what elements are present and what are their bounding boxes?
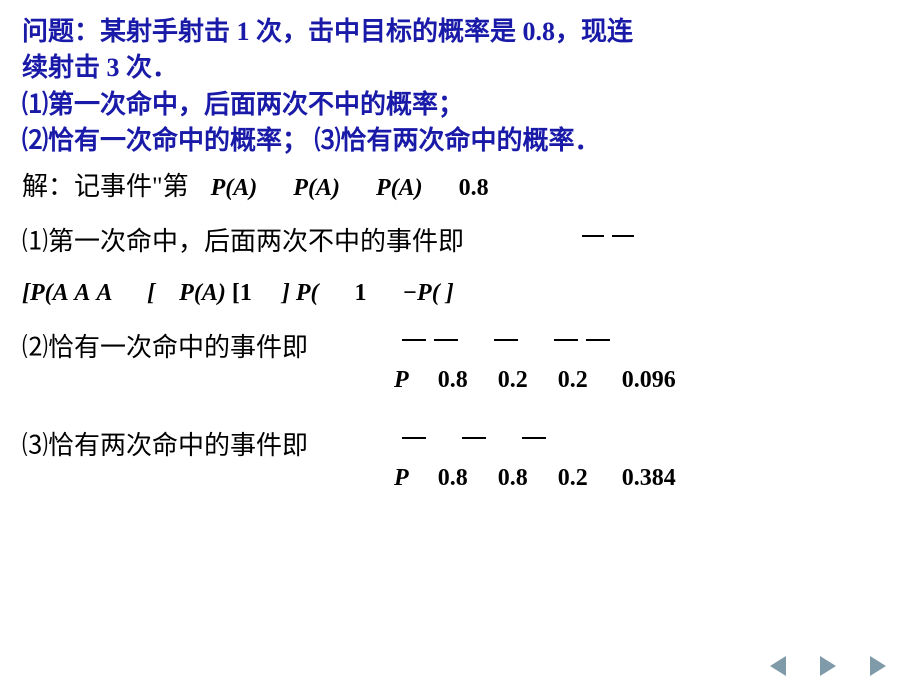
nav-next-button[interactable]: [814, 654, 842, 678]
solution-lead-line: 解：记事件"第 P(A) P(A) P(A) 0.8: [22, 168, 898, 206]
problem-block: 问题：某射手射击 1 次，击中目标的概率是 0.8，现连 续射击 3 次． ⑴第…: [0, 0, 920, 160]
solution-3-text: ⑶恰有两次命中的事件即: [22, 431, 308, 460]
left-triangle-icon: [770, 656, 786, 676]
solution-2-row: ⑵恰有一次命中的事件即 P 0.8 0.2 0.2 0.096: [22, 329, 898, 393]
solution-1-formula: [P(A A A A A A A A [P(A) [1 ] P(A )] 1 −…: [22, 273, 898, 311]
solution-1-text: ⑴第一次命中，后面两次不中的事件即: [22, 227, 464, 256]
problem-stem-line2: 续射击 3 次．: [22, 50, 898, 86]
problem-q23: ⑵恰有一次命中的概率； ⑶恰有两次命中的概率．: [22, 123, 898, 159]
solution-2-text: ⑵恰有一次命中的事件即: [22, 333, 308, 362]
solution-3-row: ⑶恰有两次命中的事件即 P 0.8 0.8 0.2 0.384: [22, 427, 898, 491]
nav-last-button[interactable]: [864, 654, 892, 678]
solution-lead: 解：记事件"第: [22, 168, 189, 206]
solution-1-text-line: ⑴第一次命中，后面两次不中的事件即: [22, 223, 898, 261]
nav-prev-button[interactable]: [764, 654, 792, 678]
right-triangle-icon: [870, 656, 886, 676]
solution-block: 解：记事件"第 P(A) P(A) P(A) 0.8 ⑴第一次命中，后面两次不中…: [0, 160, 920, 491]
solution-3-formula: P 0.8 0.8 0.2 0.384: [394, 461, 676, 496]
solution-2-formula: P 0.8 0.2 0.2 0.096: [394, 363, 676, 398]
right-triangle-icon: [820, 656, 836, 676]
nav-bar: [764, 654, 892, 678]
problem-stem-line1: 问题：某射手射击 1 次，击中目标的概率是 0.8，现连: [22, 14, 898, 50]
prob-equality: P(A) P(A) P(A) 0.8: [211, 171, 489, 206]
problem-q1: ⑴第一次命中，后面两次不中的概率；: [22, 87, 898, 123]
